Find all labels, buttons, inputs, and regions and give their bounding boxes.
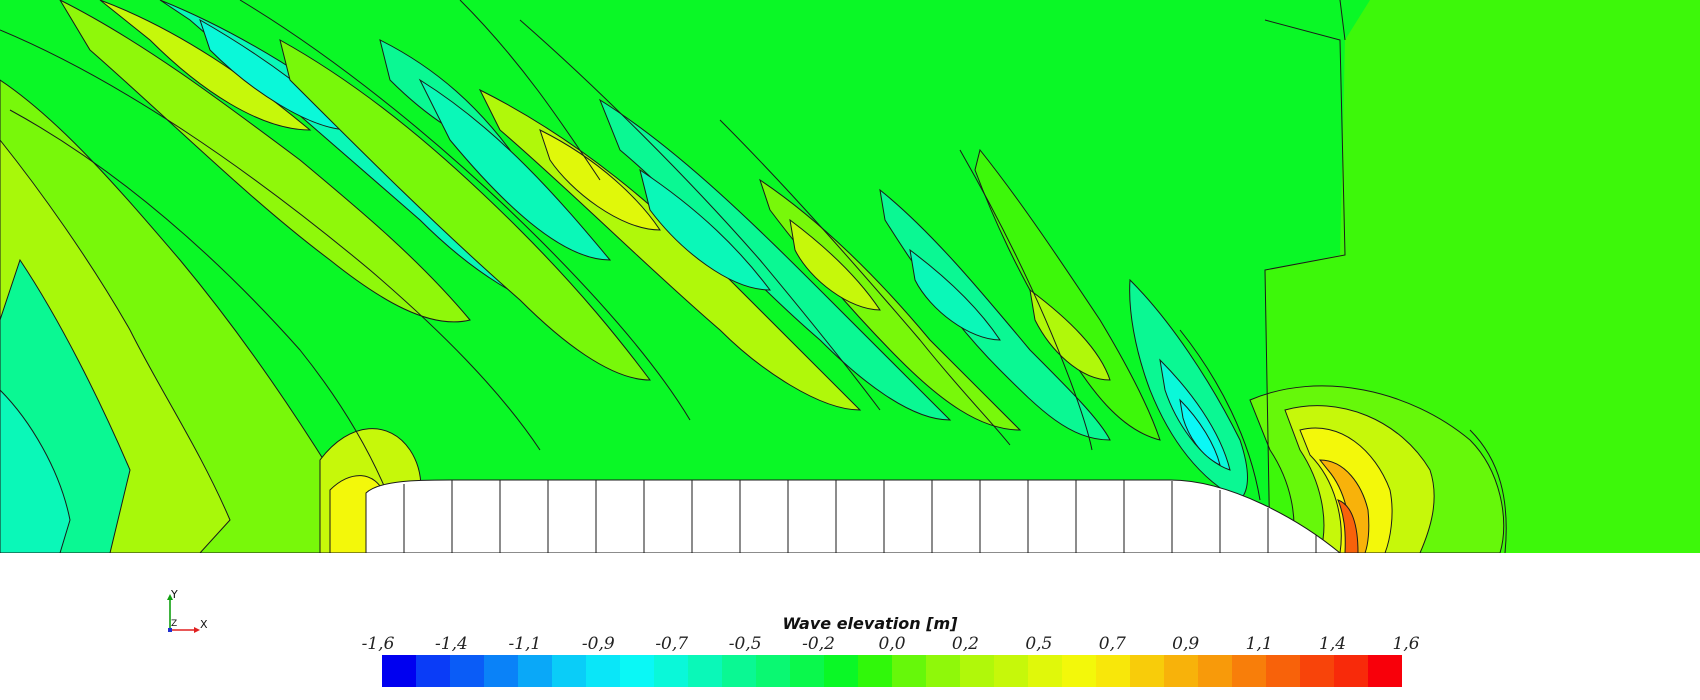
wave-elevation-contour-plot[interactable] <box>0 0 1700 553</box>
legend-tick-label: -0,2 <box>802 634 835 654</box>
color-swatch <box>1062 655 1096 687</box>
color-swatch <box>586 655 620 687</box>
color-swatch <box>1266 655 1300 687</box>
color-swatch <box>1334 655 1368 687</box>
color-swatch <box>722 655 756 687</box>
color-swatch <box>858 655 892 687</box>
color-swatch <box>654 655 688 687</box>
legend-tick-label: 0,9 <box>1172 634 1200 654</box>
color-swatch <box>960 655 994 687</box>
color-swatch <box>1028 655 1062 687</box>
color-swatch <box>756 655 790 687</box>
color-swatch <box>926 655 960 687</box>
contour-field <box>0 0 1700 553</box>
color-swatch <box>620 655 654 687</box>
legend-tick-labels: -1,6 -1,4 -1,1 -0,9 -0,7 -0,5 -0,2 0,0 0,2 0,5 0,7… <box>0 634 1700 654</box>
legend-tick-label: -1,1 <box>508 634 542 654</box>
color-swatch <box>1368 655 1402 687</box>
wake-bands <box>0 0 1505 553</box>
color-swatch <box>688 655 722 687</box>
legend-tick-label: -1,6 <box>361 634 395 654</box>
ship-hull <box>365 479 1341 553</box>
contour-lines <box>0 0 1507 553</box>
color-swatch <box>994 655 1028 687</box>
axis-z-label: Z <box>171 619 177 629</box>
color-swatch <box>790 655 824 687</box>
color-swatch <box>892 655 926 687</box>
legend-tick-label: 1,1 <box>1245 634 1273 654</box>
legend-tick-label: 0,5 <box>1025 634 1053 654</box>
axes-triad-icon: Y X Z <box>167 588 208 633</box>
color-swatch <box>1096 655 1130 687</box>
color-swatch <box>1300 655 1334 687</box>
color-swatch <box>382 655 416 687</box>
legend-tick-label: 1,4 <box>1319 634 1347 654</box>
hull-section-lines <box>403 480 1317 553</box>
color-swatch <box>518 655 552 687</box>
legend-tick-label: -0,9 <box>581 634 615 654</box>
color-swatch <box>1164 655 1198 687</box>
color-swatch <box>416 655 450 687</box>
axis-y-label: Y <box>170 588 178 601</box>
color-swatch <box>1232 655 1266 687</box>
axes-triad: Y X Z <box>160 588 210 638</box>
legend-tick-label: -1,4 <box>435 634 468 654</box>
color-swatch <box>1130 655 1164 687</box>
color-swatch <box>484 655 518 687</box>
color-scale-bar <box>382 655 1402 687</box>
color-swatch <box>1198 655 1232 687</box>
legend-tick-label: -0,7 <box>655 634 689 654</box>
legend-tick-label: 0,0 <box>878 634 906 654</box>
legend-tick-label: -0,5 <box>728 634 762 654</box>
legend-title: Wave elevation [m] <box>782 614 958 633</box>
color-swatch <box>552 655 586 687</box>
axis-x-label: X <box>200 618 208 631</box>
legend-tick-label: 1,6 <box>1392 634 1420 654</box>
color-swatch <box>450 655 484 687</box>
legend-tick-label: 0,7 <box>1098 634 1126 654</box>
color-swatch <box>824 655 858 687</box>
legend-tick-label: 0,2 <box>951 634 979 654</box>
